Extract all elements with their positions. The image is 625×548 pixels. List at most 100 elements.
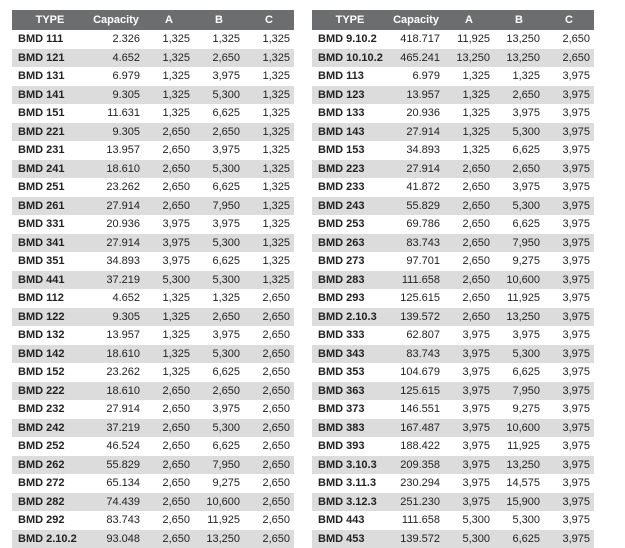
cell-c: 3,975	[544, 123, 594, 142]
cell-c: 3,975	[544, 67, 594, 86]
cell-b: 5,300	[194, 345, 244, 364]
cell-b: 5,300	[194, 160, 244, 179]
cell-a: 2,650	[444, 178, 494, 197]
cell-a: 3,975	[444, 493, 494, 512]
cell-a: 1,325	[144, 49, 194, 68]
cell-c: 2,650	[244, 419, 294, 438]
cell-a: 2,650	[144, 493, 194, 512]
cell-c: 1,325	[244, 30, 294, 49]
cell-a: 2,650	[144, 141, 194, 160]
cell-type: BMD 383	[312, 419, 388, 438]
table-left: TYPE Capacity A B C BMD 1112.3261,3251,3…	[12, 10, 294, 548]
table-row: BMD 22327.9142,6502,6503,975	[312, 160, 594, 179]
cell-a: 2,650	[144, 437, 194, 456]
cell-a: 3,975	[144, 215, 194, 234]
cell-c: 1,325	[244, 141, 294, 160]
table-row: BMD 1112.3261,3251,3251,325	[12, 30, 294, 49]
table-row: BMD 2219.3052,6502,6501,325	[12, 123, 294, 142]
cell-capacity: 418.717	[388, 30, 444, 49]
cell-a: 2,650	[144, 382, 194, 401]
cell-b: 15,900	[494, 493, 544, 512]
cell-c: 2,650	[244, 308, 294, 327]
cell-a: 1,325	[444, 104, 494, 123]
cell-a: 2,650	[444, 289, 494, 308]
cell-a: 2,650	[144, 123, 194, 142]
cell-type: BMD 293	[312, 289, 388, 308]
cell-b: 6,625	[494, 141, 544, 160]
cell-type: BMD 3.12.3	[312, 493, 388, 512]
cell-c: 2,650	[244, 530, 294, 548]
cell-b: 6,625	[494, 215, 544, 234]
cell-capacity: 27.914	[88, 234, 144, 253]
cell-c: 2,650	[244, 437, 294, 456]
cell-type: BMD 263	[312, 234, 388, 253]
cell-c: 3,975	[544, 86, 594, 105]
cell-a: 2,650	[144, 474, 194, 493]
cell-b: 11,925	[494, 437, 544, 456]
table-row: BMD 443111.6585,3005,3003,975	[312, 511, 594, 530]
cell-capacity: 37.219	[88, 271, 144, 290]
cell-type: BMD 243	[312, 197, 388, 216]
cell-a: 2,650	[444, 215, 494, 234]
cell-c: 3,975	[544, 234, 594, 253]
cell-type: BMD 333	[312, 326, 388, 345]
cell-type: BMD 233	[312, 178, 388, 197]
cell-type: BMD 122	[12, 308, 88, 327]
cell-type: BMD 441	[12, 271, 88, 290]
table-row: BMD 2.10.293.0482,65013,2502,650	[12, 530, 294, 548]
cell-a: 3,975	[444, 345, 494, 364]
cell-type: BMD 143	[312, 123, 388, 142]
cell-capacity: 23.262	[88, 178, 144, 197]
cell-a: 3,975	[444, 363, 494, 382]
cell-capacity: 4.652	[88, 289, 144, 308]
cell-a: 3,975	[444, 474, 494, 493]
cell-b: 10,600	[194, 493, 244, 512]
cell-b: 9,275	[494, 400, 544, 419]
cell-capacity: 2.326	[88, 30, 144, 49]
table-row: BMD 15111.6311,3256,6251,325	[12, 104, 294, 123]
cell-c: 3,975	[544, 215, 594, 234]
cell-c: 1,325	[244, 104, 294, 123]
cell-a: 1,325	[144, 67, 194, 86]
table-row: BMD 3.12.3251.2303,97515,9003,975	[312, 493, 594, 512]
cell-b: 3,975	[194, 141, 244, 160]
cell-capacity: 34.893	[88, 252, 144, 271]
cell-capacity: 18.610	[88, 382, 144, 401]
cell-c: 1,325	[244, 178, 294, 197]
cell-b: 3,975	[194, 215, 244, 234]
cell-b: 6,625	[194, 252, 244, 271]
cell-b: 1,325	[194, 30, 244, 49]
cell-type: BMD 3.10.3	[312, 456, 388, 475]
cell-b: 5,300	[494, 123, 544, 142]
table-row: BMD 23113.9572,6503,9751,325	[12, 141, 294, 160]
cell-c: 3,975	[544, 104, 594, 123]
table-row: BMD 9.10.2418.71711,92513,2502,650	[312, 30, 594, 49]
cell-b: 3,975	[494, 104, 544, 123]
cell-c: 3,975	[544, 493, 594, 512]
cell-c: 3,975	[544, 271, 594, 290]
cell-capacity: 93.048	[88, 530, 144, 548]
cell-b: 13,250	[494, 308, 544, 327]
cell-b: 6,625	[194, 178, 244, 197]
cell-b: 6,625	[194, 437, 244, 456]
table-row: BMD 26255.8292,6507,9502,650	[12, 456, 294, 475]
table-row: BMD 13320.9361,3253,9753,975	[312, 104, 594, 123]
cell-capacity: 18.610	[88, 160, 144, 179]
cell-a: 2,650	[144, 530, 194, 548]
cell-capacity: 34.893	[388, 141, 444, 160]
cell-capacity: 9.305	[88, 86, 144, 105]
table-row: BMD 1214.6521,3252,6501,325	[12, 49, 294, 68]
cell-c: 3,975	[544, 382, 594, 401]
cell-capacity: 139.572	[388, 308, 444, 327]
cell-c: 1,325	[244, 271, 294, 290]
cell-b: 5,300	[494, 345, 544, 364]
cell-capacity: 146.551	[388, 400, 444, 419]
cell-b: 5,300	[194, 234, 244, 253]
cell-type: BMD 2.10.2	[12, 530, 88, 548]
cell-type: BMD 223	[312, 160, 388, 179]
cell-c: 2,650	[244, 345, 294, 364]
table-row: BMD 24237.2192,6505,3002,650	[12, 419, 294, 438]
cell-c: 1,325	[244, 252, 294, 271]
cell-a: 1,325	[144, 308, 194, 327]
col-capacity: Capacity	[388, 10, 444, 30]
